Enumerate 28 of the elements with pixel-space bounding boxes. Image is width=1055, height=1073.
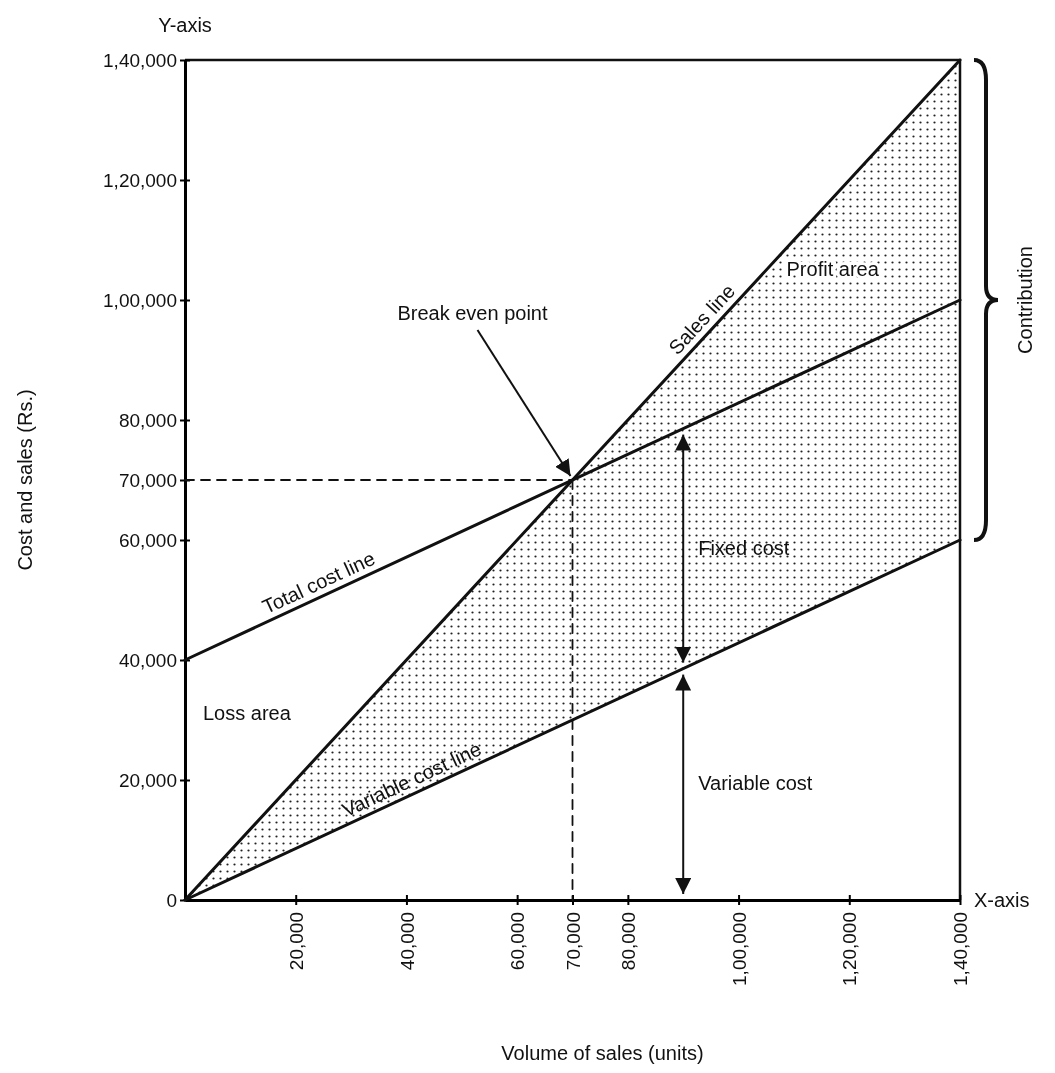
y-tick-label: 60,000 (118, 529, 177, 551)
x-tick-label: 80,000 (618, 912, 640, 971)
y-tick-label: 1,20,000 (103, 169, 177, 191)
y-tick-label: 0 (166, 889, 177, 911)
x-tick-label: 60,000 (507, 912, 529, 971)
annotation: Fixed cost (698, 536, 790, 559)
y-tick-label: 1,00,000 (103, 289, 177, 311)
x-axis-title: Volume of sales (units) (501, 1042, 704, 1064)
text: X-axis (974, 889, 1030, 911)
y-tick-label: 1,40,000 (103, 49, 177, 71)
y-axis-title: Cost and sales (Rs.) (14, 389, 36, 571)
x-tick-label: 70,000 (562, 912, 584, 971)
text: Total cost line (259, 547, 379, 618)
x-tick-label: 1,40,000 (950, 912, 972, 986)
x-tick-label: 1,00,000 (728, 912, 750, 986)
y-tick-label: 20,000 (118, 769, 177, 791)
annotation: Profit area (786, 258, 880, 280)
y-tick-label: 40,000 (118, 649, 177, 671)
annotation: Break even point (397, 302, 548, 324)
x-tick-label: 40,000 (396, 912, 418, 971)
text: Y-axis (158, 14, 212, 36)
x-tick-label: 1,20,000 (839, 912, 861, 986)
annotation: Variable cost (698, 772, 813, 795)
annotation: Loss area (203, 702, 292, 724)
x-tick-label: 20,000 (285, 912, 307, 971)
y-tick-label: 70,000 (118, 469, 177, 491)
y-tick-label: 80,000 (118, 409, 177, 431)
text: Contribution (1014, 246, 1036, 354)
